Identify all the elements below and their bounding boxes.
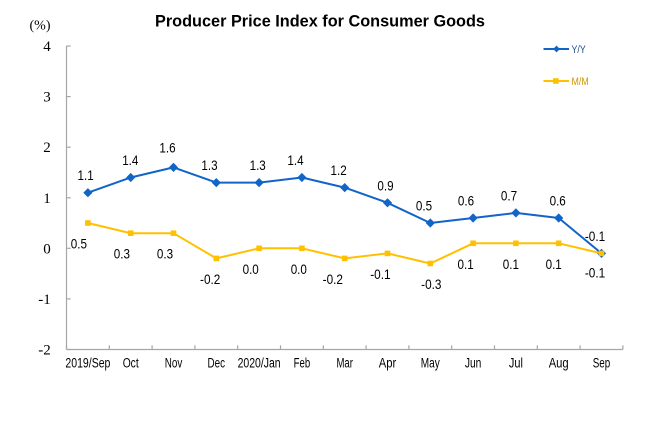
svg-text:-0.2: -0.2 [200,271,220,287]
svg-text:2019/Sep: 2019/Sep [65,356,110,371]
svg-text:0.6: 0.6 [550,193,566,209]
svg-text:0.0: 0.0 [291,261,307,277]
svg-text:May: May [421,356,440,371]
svg-text:Producer Price Index for Consu: Producer Price Index for Consumer Goods [155,13,485,31]
svg-text:Nov: Nov [165,356,183,371]
svg-text:0.1: 0.1 [546,256,562,272]
svg-text:1.3: 1.3 [250,157,266,173]
svg-text:-0.1: -0.1 [370,266,390,282]
svg-text:1.4: 1.4 [287,152,303,168]
svg-text:0.3: 0.3 [157,246,173,262]
svg-text:1.2: 1.2 [331,162,347,178]
svg-text:0.3: 0.3 [114,246,130,262]
svg-text:1.3: 1.3 [201,157,217,173]
svg-text:(%): (%) [30,19,51,34]
svg-text:Jul: Jul [509,356,523,371]
svg-text:4: 4 [43,39,51,55]
svg-text:-2: -2 [38,343,51,359]
svg-text:-0.2: -0.2 [323,271,343,287]
svg-text:Jun: Jun [465,356,482,371]
svg-text:Apr: Apr [379,356,397,371]
svg-text:3: 3 [43,90,51,106]
svg-text:1.1: 1.1 [78,167,94,183]
svg-text:0.1: 0.1 [503,256,519,272]
svg-text:2: 2 [43,140,51,156]
svg-text:Dec: Dec [208,356,226,371]
svg-text:0.1: 0.1 [458,256,474,272]
svg-text:0.9: 0.9 [377,177,393,193]
svg-text:Aug: Aug [549,356,569,371]
svg-text:0.0: 0.0 [243,261,259,277]
svg-text:0.5: 0.5 [71,236,87,252]
svg-text:-0.1: -0.1 [585,228,605,244]
svg-text:Mar: Mar [336,356,353,371]
svg-text:0: 0 [43,241,51,257]
svg-text:-0.1: -0.1 [585,264,605,280]
svg-text:0.6: 0.6 [458,193,474,209]
svg-text:-1: -1 [38,292,51,308]
svg-text:2020/Jan: 2020/Jan [238,356,281,371]
svg-text:Oct: Oct [123,356,139,371]
svg-text:Sep: Sep [593,356,611,371]
svg-text:1.6: 1.6 [159,139,175,155]
svg-text:Y/Y: Y/Y [572,44,587,56]
svg-text:Feb: Feb [294,356,311,371]
svg-text:1.4: 1.4 [122,152,138,168]
svg-text:1: 1 [43,191,51,207]
svg-text:-0.3: -0.3 [421,276,441,292]
svg-text:0.5: 0.5 [416,198,432,214]
svg-text:M/M: M/M [572,76,589,88]
svg-text:0.7: 0.7 [501,187,517,203]
